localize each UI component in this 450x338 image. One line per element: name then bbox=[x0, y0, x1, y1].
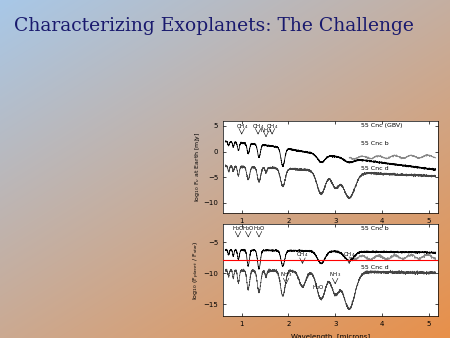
X-axis label: Wavelength  [microns]: Wavelength [microns] bbox=[291, 230, 370, 236]
Text: NH$_3$: NH$_3$ bbox=[260, 126, 272, 135]
Text: CH$_4$: CH$_4$ bbox=[252, 122, 264, 131]
Text: NH$_3$: NH$_3$ bbox=[280, 270, 292, 279]
Text: H$_2$O: H$_2$O bbox=[232, 224, 244, 233]
Text: CH$_4$: CH$_4$ bbox=[296, 250, 309, 259]
Text: H$_2$O: H$_2$O bbox=[312, 283, 325, 292]
Text: 55 Cnc d: 55 Cnc d bbox=[361, 166, 388, 171]
Text: H$_2$O: H$_2$O bbox=[242, 224, 255, 233]
Text: NH$_3$: NH$_3$ bbox=[329, 270, 341, 279]
Text: 55 Cnc b: 55 Cnc b bbox=[361, 141, 388, 146]
Text: CH$_4$: CH$_4$ bbox=[343, 250, 356, 259]
X-axis label: Wavelength  [microns]: Wavelength [microns] bbox=[291, 333, 370, 338]
Text: CH$_4$: CH$_4$ bbox=[266, 122, 278, 131]
Text: 55 Cnc d: 55 Cnc d bbox=[361, 265, 388, 270]
Text: 55 Cnc b: 55 Cnc b bbox=[361, 226, 388, 231]
Text: 55 Cnc (GBV): 55 Cnc (GBV) bbox=[361, 123, 402, 128]
Text: Characterizing Exoplanets: The Challenge: Characterizing Exoplanets: The Challenge bbox=[14, 17, 414, 35]
Text: CH$_4$: CH$_4$ bbox=[235, 122, 248, 131]
Text: H$_2$O: H$_2$O bbox=[252, 224, 266, 233]
Y-axis label: log$_{10}$ (F$_{planet}$ / F$_{star}$): log$_{10}$ (F$_{planet}$ / F$_{star}$) bbox=[192, 240, 202, 300]
Y-axis label: log$_{10}$ F$_\nu$ at Earth [mJy]: log$_{10}$ F$_\nu$ at Earth [mJy] bbox=[193, 132, 202, 202]
